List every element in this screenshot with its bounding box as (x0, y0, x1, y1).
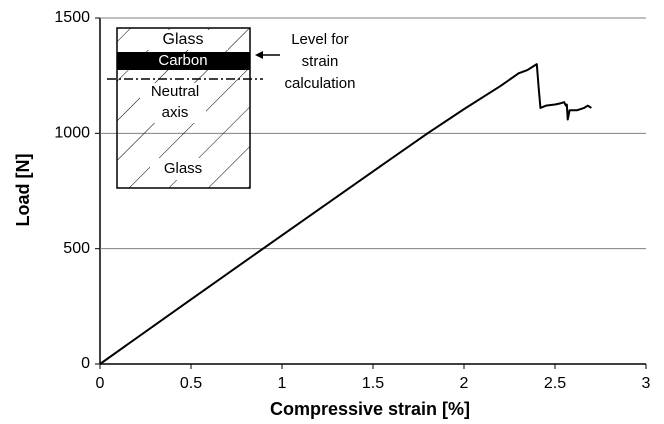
inset-label: Glass (164, 160, 202, 177)
inset-label: Neutral (151, 83, 199, 100)
y-tick-label: 1500 (54, 9, 90, 26)
annotation: strain (302, 53, 339, 70)
annotation: calculation (285, 75, 356, 92)
x-tick-label: 2 (460, 375, 469, 392)
x-tick-label: 1 (278, 375, 287, 392)
page: 0 500 1000 1500 0 0.5 1 1.5 2 2.5 3 Compressive st… (0, 0, 664, 424)
x-tick-label: 2.5 (544, 375, 566, 392)
arrow-head (255, 51, 263, 59)
inset-diagram: Glass Carbon Neutral axis Glass Level fo… (107, 28, 355, 188)
inset-label: Glass (163, 31, 204, 48)
inset-label: axis (162, 104, 189, 121)
x-tick-label: 3 (642, 375, 651, 392)
y-axis-label: Load [N] (13, 154, 33, 227)
x-axis-label: Compressive strain [%] (270, 399, 470, 419)
x-tick-label: 0.5 (180, 375, 202, 392)
y-tick-label: 0 (81, 355, 90, 372)
y-tick-label: 500 (63, 240, 90, 257)
inset-label: Carbon (158, 52, 207, 69)
x-tick-label: 1.5 (362, 375, 384, 392)
y-tick-label: 1000 (54, 125, 90, 142)
chart: 0 500 1000 1500 0 0.5 1 1.5 2 2.5 3 Compressive st… (0, 0, 664, 424)
x-tick-label: 0 (96, 375, 105, 392)
annotation: Level for (291, 31, 349, 48)
